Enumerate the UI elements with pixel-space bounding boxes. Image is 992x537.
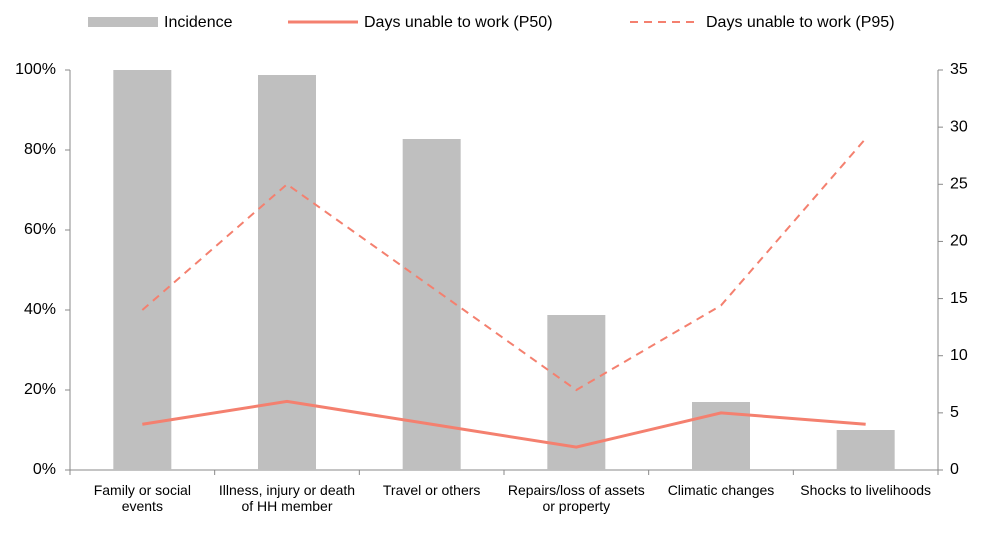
y-tick-label: 0% — [33, 461, 56, 478]
x-tick-label: Family or social events — [93, 482, 191, 514]
x-tick-label: Shocks to livelihoods — [800, 482, 932, 498]
y-tick-label: 60% — [24, 221, 56, 238]
y2-tick-label: 25 — [950, 176, 968, 193]
y-tick-label: 20% — [24, 381, 56, 398]
y2-tick-label: 10 — [950, 347, 968, 364]
x-tick-label: Travel or others — [382, 482, 481, 498]
y2-tick-label: 20 — [950, 233, 968, 250]
bar — [113, 70, 172, 470]
legend-swatch — [88, 17, 158, 27]
legend-label: Days unable to work (P95) — [706, 14, 895, 31]
x-tick-label: Climatic changes — [667, 482, 775, 498]
y2-tick-label: 15 — [950, 290, 968, 307]
y2-tick-label: 35 — [950, 61, 968, 78]
legend-label: Days unable to work (P50) — [364, 14, 553, 31]
y2-tick-label: 30 — [950, 118, 968, 135]
bar — [258, 75, 316, 470]
legend-label: Incidence — [164, 14, 233, 31]
x-tick-label: Repairs/loss of assets or property — [507, 482, 645, 514]
line-series — [141, 137, 867, 392]
y2-tick-label: 0 — [950, 461, 959, 478]
bar — [402, 139, 461, 470]
line-series — [142, 399, 866, 449]
y-tick-label: 40% — [24, 301, 56, 318]
x-tick-label: Illness, injury or death of HH member — [218, 482, 356, 514]
bar — [836, 430, 895, 470]
y-tick-label: 100% — [15, 61, 56, 78]
y2-tick-label: 5 — [950, 404, 959, 421]
y-tick-label: 80% — [24, 141, 56, 158]
